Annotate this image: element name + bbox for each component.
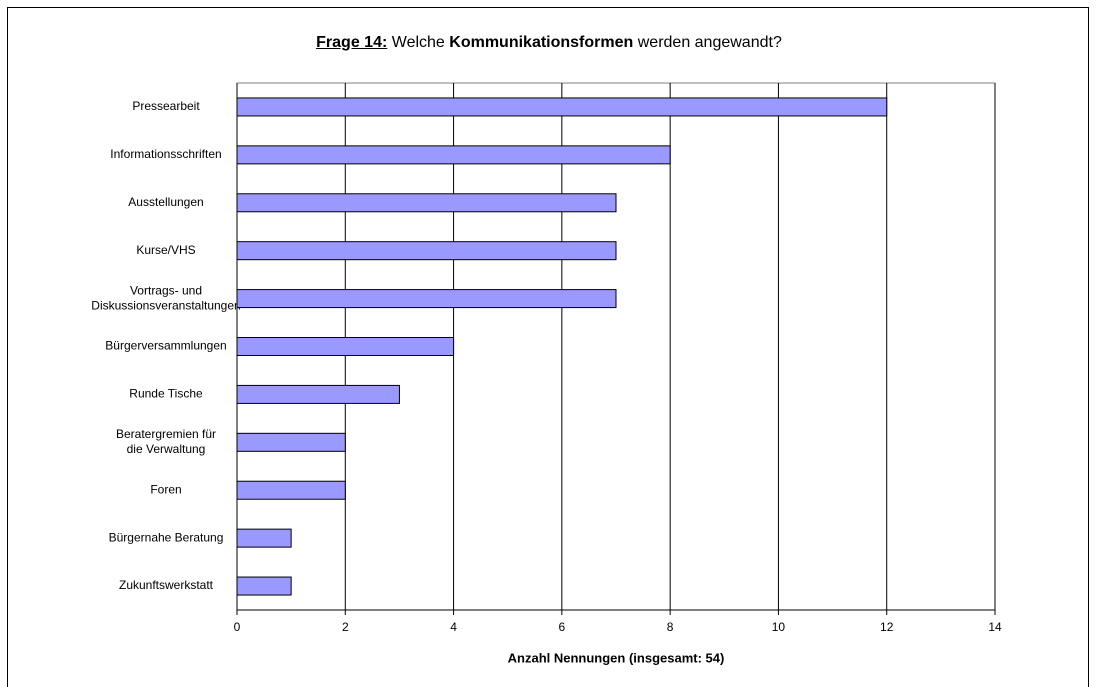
bar [236,337,455,356]
x-tick-label: 6 [559,620,566,634]
x-tick-label: 14 [988,620,1002,634]
y-tick-label: Zukunftswerkstatt [119,578,214,592]
bar [236,432,346,452]
title-part: Welche [391,34,445,51]
bar [236,97,888,117]
x-tick-label: 0 [234,620,241,634]
y-tick-label: Bürgerversammlungen [105,339,226,353]
y-tick-label: Beratergremien für [116,427,216,441]
x-tick-label: 12 [880,620,894,634]
bar [236,289,617,309]
chart-title: Frage 14: Welche Kommunikationsformen we… [0,34,1098,52]
x-axis-label: Anzahl Nennungen (insgesamt: 54) [508,650,725,665]
title-part: Frage 14: [316,34,388,51]
bar [236,384,400,404]
y-tick-label: Informationsschriften [110,147,221,161]
y-tick-label: Diskussionsveranstaltungen [91,298,240,312]
y-tick-label: die Verwaltung [127,442,206,456]
chart-frame [7,7,1089,687]
title-part: werden angewandt? [637,34,782,51]
y-tick-label: Ausstellungen [128,195,203,209]
y-tick-label: Kurse/VHS [136,243,195,257]
y-tick-label: Runde Tische [129,387,203,401]
x-tick-label: 4 [450,620,457,634]
y-tick-label: Foren [150,482,181,496]
y-tick-label: Bürgernahe Beratung [109,530,224,544]
bar [236,576,292,596]
bar [236,480,346,500]
bar [236,241,617,261]
bar [236,193,617,213]
x-tick-label: 10 [772,620,786,634]
x-tick-label: 8 [667,620,674,634]
x-tick-label: 2 [342,620,349,634]
bar [236,528,292,548]
bar [236,145,671,165]
title-part: Kommunikationsformen [449,34,634,51]
y-tick-label: Pressearbeit [132,99,200,113]
y-tick-label: Vortrags- und [130,283,202,297]
